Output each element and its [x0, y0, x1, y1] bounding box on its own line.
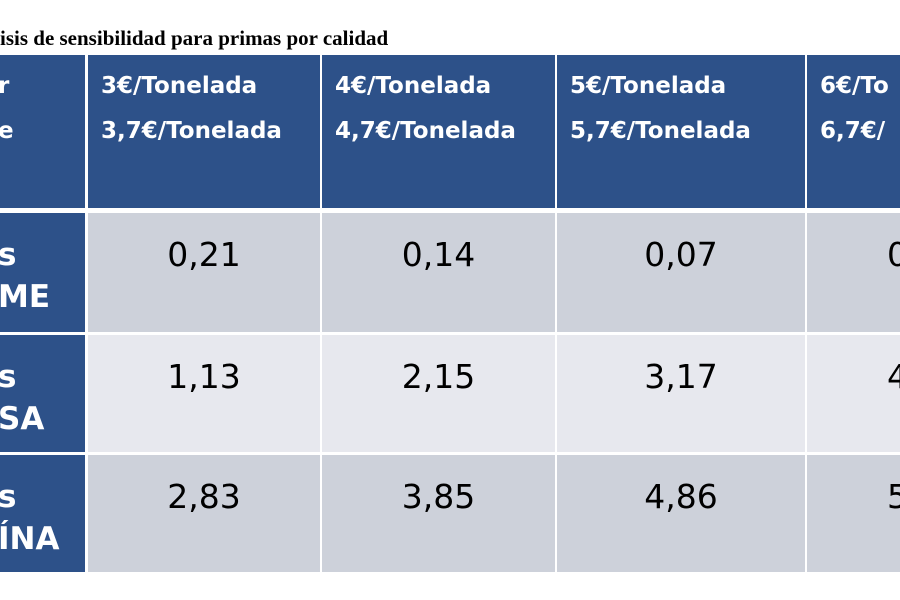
cell-value: 0	[887, 235, 900, 274]
header-text: 6€/To	[820, 73, 889, 99]
header-text: e	[0, 118, 14, 144]
header-text: r	[0, 73, 10, 99]
header-cell: 3€/Tonelada 3,7€/Tonelada	[88, 55, 320, 208]
row-label: s ÍNA	[0, 455, 85, 572]
cell-value: 1,13	[167, 357, 241, 396]
row-label-text: s	[0, 237, 17, 273]
cell-value: 2,15	[401, 357, 476, 396]
cell-value: 5	[887, 477, 900, 516]
cell-value: 4,86	[644, 477, 718, 516]
header-text: 3€/Tonelada	[101, 73, 258, 99]
header-cell: 4€/Tonelada 4,7€/Tonelada	[322, 55, 555, 208]
data-cell: 0	[807, 213, 900, 332]
header-text: 4€/Tonelada	[335, 73, 492, 99]
row-label: s SA	[0, 335, 85, 452]
header-text: 3,7€/Tonelada	[101, 118, 282, 144]
data-cell: 1,13	[88, 335, 320, 452]
data-cell: 2,15	[322, 335, 555, 452]
header-cell: 6€/To 6,7€/	[807, 55, 900, 208]
data-cell: 5	[807, 455, 900, 572]
data-cell: 3,85	[322, 455, 555, 572]
row-label-text: SA	[0, 401, 45, 437]
header-text: 5€/Tonelada	[570, 73, 727, 99]
cell-value: 0,21	[167, 235, 241, 274]
header-cell: 5€/Tonelada 5,7€/Tonelada	[557, 55, 805, 208]
data-cell: 0,07	[557, 213, 805, 332]
cell-value: 4	[887, 357, 900, 396]
row-label: s ME	[0, 213, 85, 332]
cell-value: 0,14	[401, 235, 476, 274]
cell-value: 3,17	[644, 357, 718, 396]
title: isis de sensibilidad para primas por cal…	[0, 26, 389, 50]
data-cell: 4	[807, 335, 900, 452]
row-label-text: ÍNA	[0, 521, 60, 557]
cell-value: 0,07	[644, 235, 718, 274]
header-text: 6,7€/	[820, 118, 886, 144]
data-cell: 3,17	[557, 335, 805, 452]
row-label-text: ME	[0, 279, 51, 315]
data-cell: 0,14	[322, 213, 555, 332]
header-text: 4,7€/Tonelada	[335, 118, 516, 144]
cell-value: 2,83	[167, 477, 241, 516]
data-cell: 2,83	[88, 455, 320, 572]
row-label-text: s	[0, 359, 17, 395]
header-text: 5,7€/Tonelada	[570, 118, 751, 144]
data-cell: 4,86	[557, 455, 805, 572]
data-cell: 0,21	[88, 213, 320, 332]
cell-value: 3,85	[401, 477, 476, 516]
row-label-text: s	[0, 479, 17, 515]
